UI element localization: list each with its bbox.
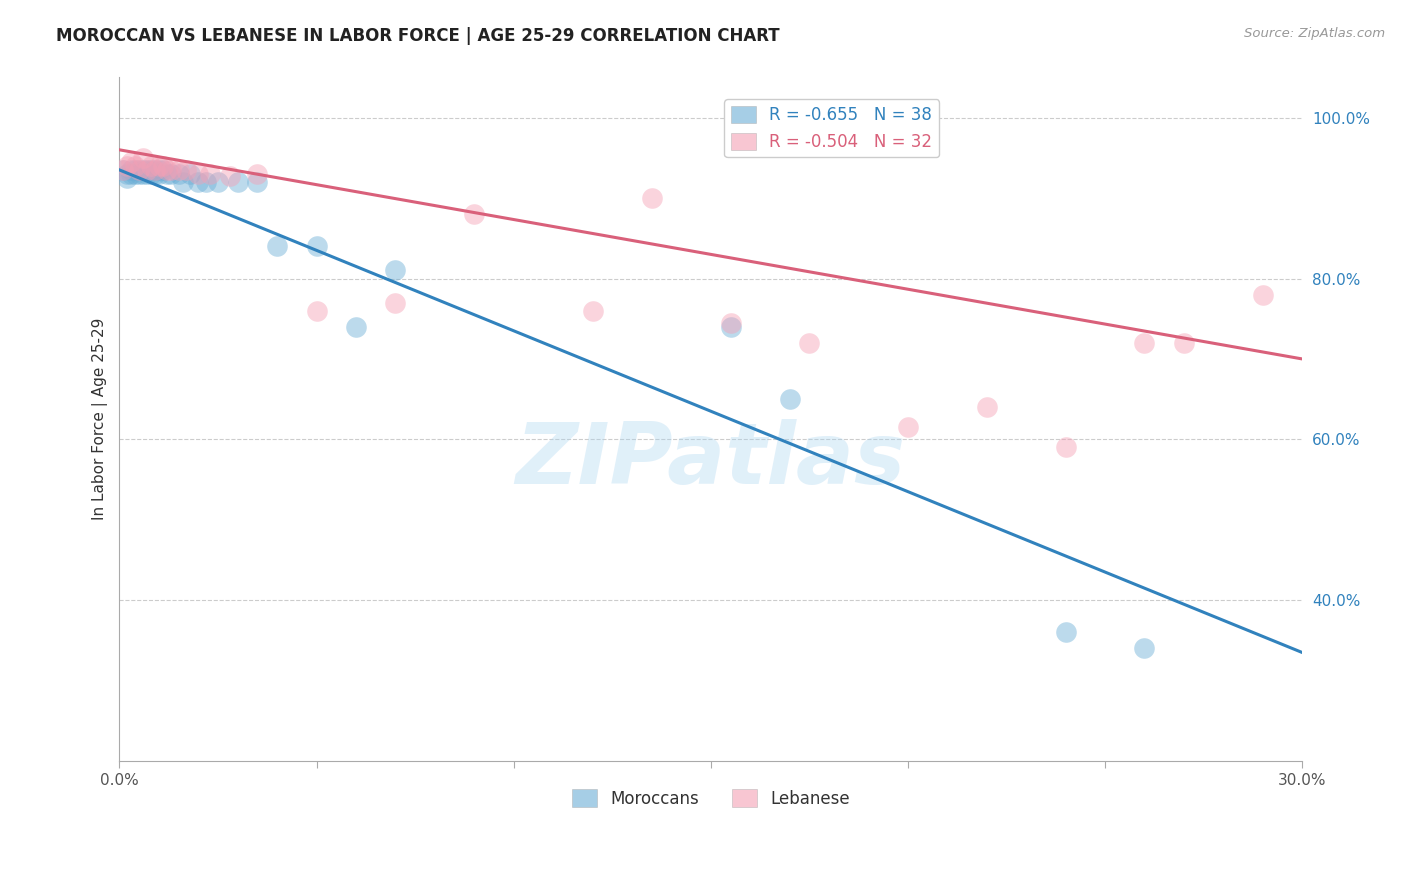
Point: [172, 175, 194, 189]
Point: [112, 163, 135, 178]
Point: [159, 163, 181, 178]
Point: [218, 169, 240, 183]
Point: [384, 295, 406, 310]
Point: [207, 175, 229, 189]
Point: [152, 163, 174, 178]
Point: [198, 167, 221, 181]
Y-axis label: In Labor Force | Age 25-29: In Labor Force | Age 25-29: [93, 318, 108, 520]
Point: [1133, 335, 1156, 350]
Point: [148, 163, 170, 178]
Point: [897, 420, 920, 434]
Point: [112, 163, 135, 178]
Point: [117, 171, 139, 186]
Point: [195, 175, 218, 189]
Point: [305, 303, 328, 318]
Point: [136, 163, 159, 178]
Point: [187, 175, 209, 189]
Point: [226, 175, 249, 189]
Point: [720, 319, 742, 334]
Point: [187, 167, 209, 181]
Point: [128, 163, 150, 178]
Point: [136, 167, 159, 181]
Point: [128, 163, 150, 178]
Point: [976, 400, 998, 414]
Point: [132, 151, 155, 165]
Point: [266, 239, 288, 253]
Point: [143, 167, 166, 181]
Point: [139, 167, 162, 181]
Point: [124, 163, 146, 178]
Point: [117, 159, 139, 173]
Point: [117, 167, 139, 181]
Point: [159, 167, 181, 181]
Point: [139, 163, 162, 178]
Point: [148, 159, 170, 173]
Point: [167, 163, 190, 178]
Point: [152, 159, 174, 173]
Point: [167, 167, 190, 181]
Point: [305, 239, 328, 253]
Point: [463, 207, 485, 221]
Point: [1173, 335, 1195, 350]
Point: [1133, 641, 1156, 656]
Point: [1054, 441, 1077, 455]
Point: [132, 163, 155, 178]
Point: [799, 335, 821, 350]
Point: [136, 163, 159, 178]
Legend: Moroccans, Lebanese: Moroccans, Lebanese: [565, 783, 856, 814]
Point: [246, 175, 269, 189]
Point: [124, 159, 146, 173]
Point: [132, 167, 155, 181]
Point: [156, 163, 179, 178]
Point: [139, 159, 162, 173]
Text: Source: ZipAtlas.com: Source: ZipAtlas.com: [1244, 27, 1385, 40]
Point: [124, 167, 146, 181]
Point: [246, 167, 269, 181]
Point: [148, 167, 170, 181]
Point: [128, 167, 150, 181]
Point: [179, 167, 201, 181]
Point: [384, 263, 406, 277]
Point: [120, 154, 142, 169]
Point: [176, 163, 198, 178]
Text: MOROCCAN VS LEBANESE IN LABOR FORCE | AGE 25-29 CORRELATION CHART: MOROCCAN VS LEBANESE IN LABOR FORCE | AG…: [56, 27, 780, 45]
Point: [1251, 287, 1274, 301]
Point: [720, 316, 742, 330]
Point: [1054, 625, 1077, 640]
Point: [120, 163, 142, 178]
Text: ZIPatlas: ZIPatlas: [516, 418, 905, 502]
Point: [143, 163, 166, 178]
Point: [143, 163, 166, 178]
Point: [344, 319, 367, 334]
Point: [156, 167, 179, 181]
Point: [779, 392, 801, 406]
Point: [120, 167, 142, 181]
Point: [581, 303, 603, 318]
Point: [640, 191, 662, 205]
